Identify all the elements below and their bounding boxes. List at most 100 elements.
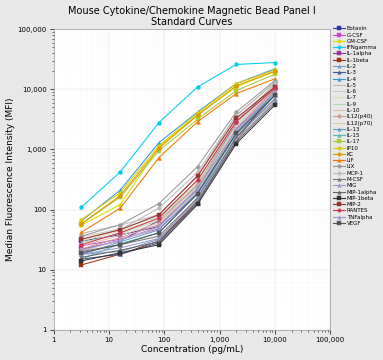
Eotaxin [273, 82, 277, 87]
VEGF [242, 123, 247, 127]
Y-axis label: Median Fluorescence Intensity (MFI): Median Fluorescence Intensity (MFI) [6, 98, 15, 261]
IL-1alpha [194, 183, 199, 188]
G-CSF [194, 193, 198, 198]
LIX [80, 234, 84, 238]
Line: TNFalpha: TNFalpha [82, 92, 275, 250]
IP10 [194, 112, 198, 117]
MIP-1beta [194, 204, 198, 208]
GM-CSF [80, 223, 84, 227]
MCP-1 [198, 167, 202, 171]
M-CSF [194, 198, 198, 202]
IL-2 [242, 122, 247, 126]
MCP-1 [80, 237, 84, 241]
MIP-2 [273, 85, 277, 89]
Line: IL-6: IL-6 [82, 85, 275, 237]
VEGF [194, 192, 199, 197]
MIG [79, 252, 84, 256]
Line: MIP-2: MIP-2 [82, 87, 275, 239]
TNFalpha [79, 248, 84, 252]
IP10 [194, 112, 199, 116]
IL-9 [273, 85, 277, 89]
IL-17 [273, 72, 277, 76]
IL-6 [242, 110, 247, 114]
Line: G-CSF: G-CSF [82, 89, 275, 246]
IL-4 [198, 108, 202, 112]
IL-2 [198, 191, 202, 195]
IL-3 [194, 202, 198, 207]
Eotaxin [194, 188, 199, 192]
IL12(p40) [198, 183, 202, 187]
Line: IL-5: IL-5 [82, 82, 275, 234]
IL-7 [254, 101, 259, 105]
IL-9 [198, 179, 202, 183]
IFNgamma [198, 84, 202, 88]
MIP-2 [198, 171, 202, 175]
IL-17 [194, 118, 199, 122]
IL-9 [79, 240, 84, 245]
IL-1alpha [80, 247, 84, 251]
M-CSF [254, 114, 259, 119]
IL-5 [79, 231, 84, 236]
MIG [80, 252, 84, 256]
IL-3 [80, 257, 84, 261]
IL-3 [79, 257, 84, 261]
IL-6 [80, 235, 84, 239]
RANTES [198, 174, 202, 179]
IL-6 [198, 174, 202, 179]
MIP-1alpha [80, 255, 84, 260]
LIF [254, 84, 259, 88]
GM-CSF [79, 223, 84, 227]
IL-4 [194, 111, 198, 116]
IFNgamma [79, 205, 84, 209]
MCP-1 [194, 171, 198, 176]
LIF [198, 118, 202, 122]
LIF [194, 121, 198, 125]
MCP-1 [242, 106, 247, 111]
MIG [254, 117, 259, 121]
KC [198, 111, 202, 116]
MIP-1beta [254, 121, 259, 125]
IL-10 [242, 117, 247, 121]
IL-7 [242, 113, 247, 117]
G-CSF [198, 188, 202, 193]
Eotaxin [80, 239, 84, 243]
IL12(p70) [79, 249, 84, 254]
MIG [194, 199, 198, 203]
IL-7 [194, 181, 198, 186]
KC [194, 114, 198, 119]
IL12(p40) [194, 188, 198, 192]
Line: IL-3: IL-3 [82, 95, 275, 259]
G-CSF [273, 87, 277, 91]
IL12(p40) [242, 119, 247, 123]
IL-10 [80, 243, 84, 248]
IFNgamma [242, 62, 247, 66]
LIX [194, 166, 198, 170]
IL-13 [194, 191, 199, 195]
IFNgamma [194, 86, 198, 90]
VEGF [80, 251, 84, 255]
Line: IL-9: IL-9 [82, 87, 275, 243]
IL-4 [194, 111, 199, 115]
IL12(p70) [194, 189, 199, 194]
LIX [79, 234, 84, 238]
G-CSF [79, 244, 84, 248]
IL-3 [198, 197, 202, 201]
IL-15 [242, 124, 247, 128]
IL-6 [273, 82, 277, 87]
IL-1beta [273, 87, 277, 91]
IL-13 [80, 252, 84, 256]
IL-3 [242, 126, 247, 130]
IL-4 [80, 218, 84, 222]
Line: IL-1alpha: IL-1alpha [82, 88, 275, 249]
Title: Mouse Cytokine/Chemokine Magnetic Bead Panel I
Standard Curves: Mouse Cytokine/Chemokine Magnetic Bead P… [68, 5, 316, 27]
Legend: Eotaxin, G-CSF, GM-CSF, IFNgamma, IL-1alpha, IL-1beta, IL-2, IL-3, IL-4, IL-5, I: Eotaxin, G-CSF, GM-CSF, IFNgamma, IL-1al… [333, 26, 377, 226]
IL-9 [254, 103, 259, 107]
Line: KC: KC [82, 71, 275, 224]
MIP-2 [194, 175, 199, 179]
VEGF [198, 188, 202, 192]
IL-17 [198, 115, 202, 120]
Line: RANTES: RANTES [82, 88, 275, 245]
IL-5 [198, 170, 202, 174]
MIP-1alpha [273, 100, 277, 105]
IL-1beta [198, 195, 202, 199]
